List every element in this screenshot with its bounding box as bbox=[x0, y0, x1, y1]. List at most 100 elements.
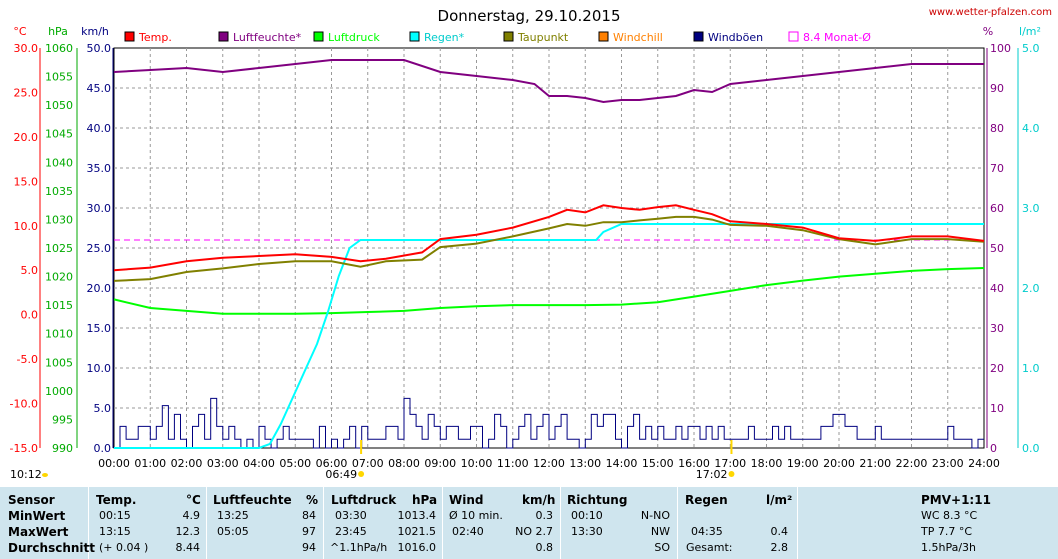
pressure-tick-label: 1005 bbox=[45, 356, 73, 369]
x-tick-label: 15:00 bbox=[642, 457, 674, 470]
legend-swatch bbox=[598, 31, 609, 42]
humidity-tick-label: 30 bbox=[990, 322, 1004, 335]
wind-tick-label: 35.0 bbox=[87, 162, 112, 175]
header-wind-unit: km/h bbox=[522, 493, 556, 507]
legend-label: Regen* bbox=[424, 31, 465, 44]
rain-tick-label: 2.0 bbox=[1022, 282, 1040, 295]
temp-tick-label: 5.0 bbox=[21, 264, 39, 277]
temp-tick-label: 25.0 bbox=[14, 86, 39, 99]
chart-title: Donnerstag, 29.10.2015 bbox=[438, 7, 621, 25]
humidity-axis-unit: % bbox=[983, 25, 993, 38]
rain-time: 04:35 bbox=[691, 525, 723, 538]
header-press-unit: hPa bbox=[412, 493, 438, 507]
rain-tick-label: 4.0 bbox=[1022, 122, 1040, 135]
legend-label: Temp. bbox=[138, 31, 172, 44]
rain-value: 0.4 bbox=[770, 525, 789, 538]
pmv-value: WC 8.3 °C bbox=[921, 509, 978, 522]
x-tick-label: 09:00 bbox=[424, 457, 456, 470]
legend-swatch bbox=[503, 31, 514, 42]
pmv-value: 1.5hPa/3h bbox=[921, 541, 977, 554]
series-pressure bbox=[113, 267, 985, 315]
rain-axis-unit: l/m² bbox=[1019, 25, 1041, 38]
dir-time: 13:30 bbox=[571, 525, 603, 538]
sunset-time: 17:02 bbox=[696, 468, 728, 481]
press-time: 03:30 bbox=[335, 509, 367, 522]
x-tick-label: 20:00 bbox=[823, 457, 855, 470]
legend-swatch bbox=[313, 31, 324, 42]
series-dewpoint bbox=[113, 215, 985, 282]
x-tick-label: 22:00 bbox=[896, 457, 928, 470]
series-temperature bbox=[113, 204, 985, 272]
pressure-tick-label: 1050 bbox=[45, 99, 73, 112]
rain-tick-label: 1.0 bbox=[1022, 362, 1040, 375]
temp-time: 00:15 bbox=[99, 509, 131, 522]
x-tick-label: 10:00 bbox=[461, 457, 493, 470]
rain-tick-label: 0.0 bbox=[1022, 442, 1040, 455]
header-sensor: Sensor bbox=[8, 493, 55, 507]
pressure-tick-label: 1060 bbox=[45, 42, 73, 55]
press-value: 1013.4 bbox=[397, 509, 437, 522]
legend-swatch bbox=[218, 31, 229, 42]
sunrise-time: 06:49 bbox=[325, 468, 357, 481]
rain-tick-label: 3.0 bbox=[1022, 202, 1040, 215]
pressure-tick-label: 1045 bbox=[45, 128, 73, 141]
humidity-tick-label: 0 bbox=[990, 442, 997, 455]
series-humidity bbox=[113, 59, 984, 104]
pressure-tick-label: 1015 bbox=[45, 299, 73, 312]
x-tick-label: 04:00 bbox=[243, 457, 275, 470]
humidity-tick-label: 10 bbox=[990, 402, 1004, 415]
wind-tick-label: 20.0 bbox=[87, 282, 112, 295]
press-value: 1016.0 bbox=[397, 541, 437, 554]
wind-tick-label: 5.0 bbox=[94, 402, 112, 415]
wind-tick-label: 10.0 bbox=[87, 362, 112, 375]
humidity-tick-label: 60 bbox=[990, 202, 1004, 215]
header-pmv: PMV+1:11 bbox=[921, 493, 991, 507]
wind-time: 02:40 bbox=[452, 525, 484, 538]
x-tick-label: 14:00 bbox=[606, 457, 638, 470]
source-link[interactable]: www.wetter-pfalzen.com bbox=[929, 7, 1052, 18]
x-tick-label: 17:00 bbox=[714, 457, 746, 470]
temp-value: 12.3 bbox=[175, 525, 201, 538]
temp-tick-label: -10.0 bbox=[10, 398, 38, 411]
wind-tick-label: 0.0 bbox=[94, 442, 112, 455]
weather-chart: Donnerstag, 29.10.2015 www.wetter-pfalze… bbox=[10, 7, 1052, 481]
temp-tick-label: 0.0 bbox=[21, 309, 39, 322]
wind-value: NO 2.7 bbox=[515, 525, 553, 538]
legend-swatch bbox=[409, 31, 420, 42]
temp-tick-label: 30.0 bbox=[14, 42, 39, 55]
press-time: ^1.1hPa/h bbox=[330, 541, 388, 554]
hum-value: 94 bbox=[302, 541, 316, 554]
rain-value: 2.8 bbox=[770, 541, 789, 554]
temp-tick-label: -5.0 bbox=[17, 353, 38, 366]
wind-tick-label: 40.0 bbox=[87, 122, 112, 135]
header-hum: Luftfeuchte bbox=[213, 493, 292, 507]
moon-time: 10:12 bbox=[10, 468, 42, 481]
x-tick-label: 12:00 bbox=[533, 457, 565, 470]
header-temp-unit: °C bbox=[186, 493, 201, 507]
humidity-tick-label: 40 bbox=[990, 282, 1004, 295]
pressure-tick-label: 1025 bbox=[45, 242, 73, 255]
sunrise-icon bbox=[358, 471, 365, 477]
x-tick-label: 13:00 bbox=[569, 457, 601, 470]
dir-value: NW bbox=[650, 525, 670, 538]
rain-tick-label: 5.0 bbox=[1022, 42, 1040, 55]
dir-time: 00:10 bbox=[571, 509, 603, 522]
x-tick-label: 21:00 bbox=[859, 457, 891, 470]
pressure-tick-label: 990 bbox=[52, 442, 73, 455]
temp-time: (+ 0.04 ) bbox=[99, 541, 149, 554]
header-press: Luftdruck bbox=[331, 493, 397, 507]
legend-swatch bbox=[124, 31, 135, 42]
temp-tick-label: 15.0 bbox=[14, 175, 39, 188]
x-tick-label: 01:00 bbox=[134, 457, 166, 470]
dir-value: N-NO bbox=[640, 509, 670, 522]
wind-tick-label: 15.0 bbox=[87, 322, 112, 335]
moon-icon bbox=[42, 473, 48, 477]
pressure-tick-label: 1040 bbox=[45, 156, 73, 169]
x-tick-label: 23:00 bbox=[932, 457, 964, 470]
press-time: 23:45 bbox=[335, 525, 367, 538]
legend-swatch bbox=[693, 31, 704, 42]
x-tick-label: 00:00 bbox=[98, 457, 130, 470]
row-label: Durchschnitt bbox=[8, 541, 96, 555]
wind-tick-label: 45.0 bbox=[87, 82, 112, 95]
temp-time: 13:15 bbox=[99, 525, 131, 538]
